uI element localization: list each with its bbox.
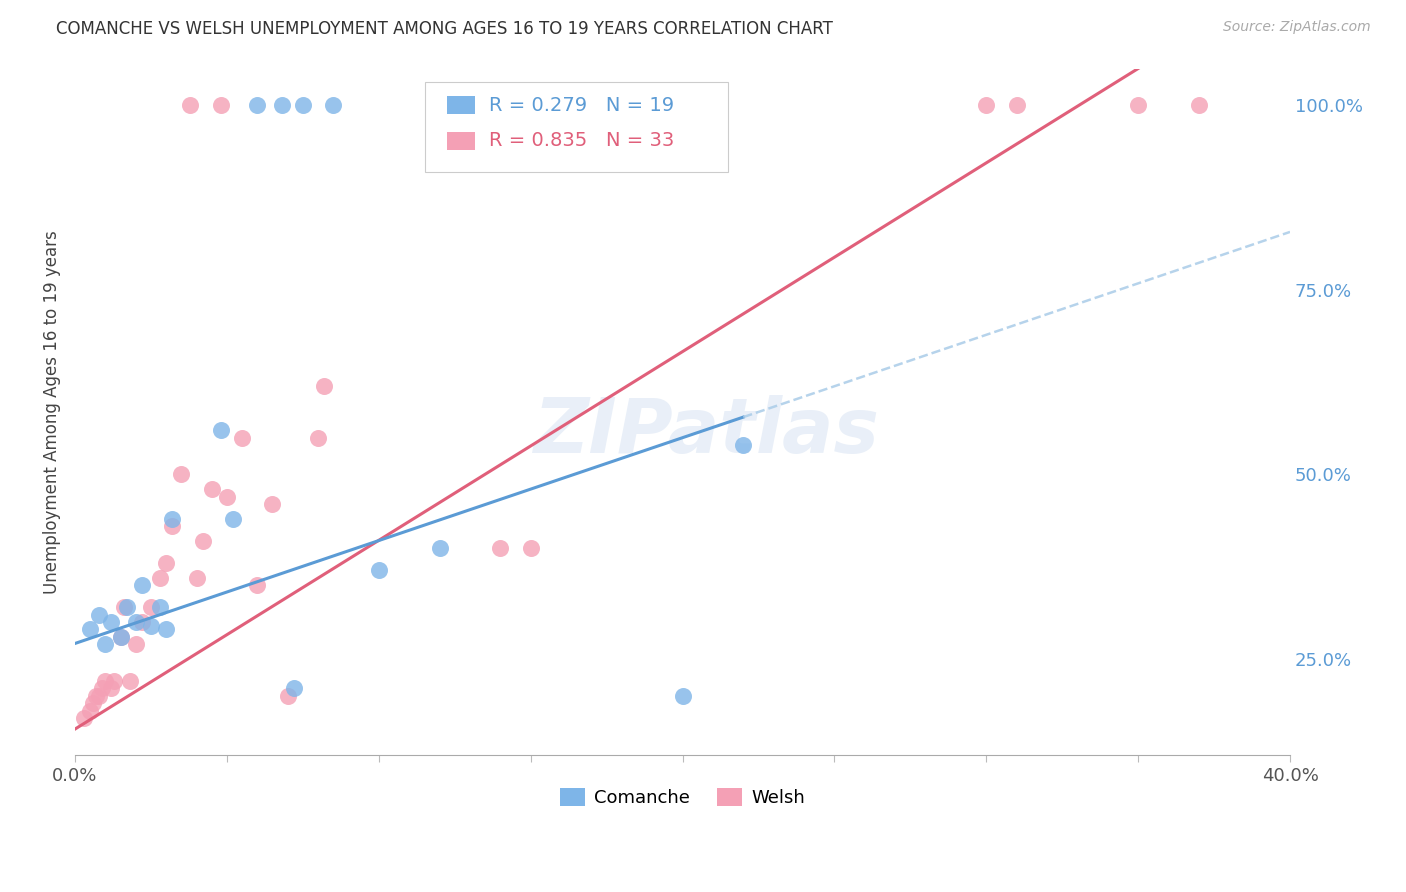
Point [91, 681, 114, 696]
Point [1188, 98, 1211, 112]
Legend: Comanche, Welsh: Comanche, Welsh [553, 780, 813, 814]
Point [79, 623, 101, 637]
Point [277, 689, 299, 703]
Point [110, 630, 132, 644]
Y-axis label: Unemployment Among Ages 16 to 19 years: Unemployment Among Ages 16 to 19 years [44, 230, 60, 593]
Point [131, 615, 153, 629]
Point [118, 674, 141, 689]
Point [131, 578, 153, 592]
Point [307, 431, 329, 445]
Point [314, 379, 336, 393]
Text: Source: ZipAtlas.com: Source: ZipAtlas.com [1223, 20, 1371, 34]
Point [125, 637, 148, 651]
Point [84, 689, 107, 703]
Point [367, 563, 389, 577]
Point [270, 98, 292, 112]
Point [79, 704, 101, 718]
Point [519, 541, 541, 556]
Text: R = 0.835   N = 33: R = 0.835 N = 33 [489, 131, 675, 151]
Point [115, 600, 138, 615]
Point [222, 512, 245, 526]
Text: ZIPatlas: ZIPatlas [534, 395, 880, 469]
Point [89, 689, 111, 703]
Point [100, 681, 122, 696]
Text: COMANCHE VS WELSH UNEMPLOYMENT AMONG AGES 16 TO 19 YEARS CORRELATION CHART: COMANCHE VS WELSH UNEMPLOYMENT AMONG AGE… [56, 20, 834, 37]
Point [231, 431, 253, 445]
Point [429, 541, 451, 556]
Point [155, 556, 177, 570]
Point [209, 423, 232, 437]
Point [149, 600, 172, 615]
Point [201, 482, 224, 496]
Point [489, 541, 512, 556]
Point [186, 571, 208, 585]
Point [103, 674, 125, 689]
Point [89, 607, 111, 622]
Point [110, 630, 132, 644]
Point [160, 512, 183, 526]
Point [125, 615, 148, 629]
Point [209, 98, 232, 112]
Point [1126, 98, 1149, 112]
Point [82, 696, 104, 710]
Point [733, 438, 755, 452]
Point [179, 98, 201, 112]
Point [139, 600, 162, 615]
Point [191, 533, 214, 548]
Point [170, 467, 193, 482]
Point [974, 98, 997, 112]
Point [155, 623, 177, 637]
Point [100, 615, 122, 629]
Point [322, 98, 344, 112]
Point [112, 600, 135, 615]
Point [215, 490, 238, 504]
Point [262, 497, 284, 511]
Point [1005, 98, 1028, 112]
Point [139, 619, 162, 633]
Point [160, 519, 183, 533]
Point [246, 98, 269, 112]
Point [671, 689, 693, 703]
Text: R = 0.279   N = 19: R = 0.279 N = 19 [489, 95, 675, 115]
Point [291, 98, 314, 112]
Point [283, 681, 305, 696]
Point [73, 711, 96, 725]
Point [149, 571, 172, 585]
Point [94, 637, 117, 651]
Point [94, 674, 117, 689]
Point [246, 578, 269, 592]
